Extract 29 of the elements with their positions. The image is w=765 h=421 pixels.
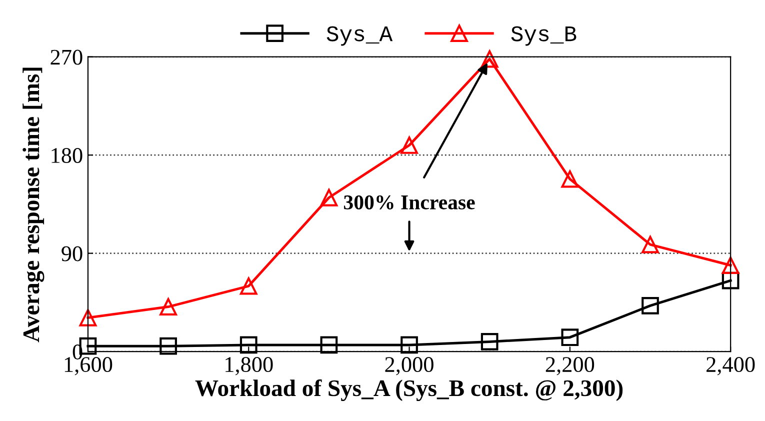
- point: [240, 336, 258, 354]
- legend-label: Sys_B: [511, 26, 576, 46]
- point: [240, 277, 258, 295]
- point: [480, 333, 498, 350]
- point: [722, 256, 740, 274]
- x-tick-label: 2,200: [546, 357, 594, 376]
- x-axis-title: Workload of Sys_A (Sys_B const. @ 2,300): [195, 379, 623, 402]
- point: [79, 309, 97, 326]
- y-axis-title: Average response time [ms]: [22, 68, 44, 342]
- point: [320, 188, 338, 206]
- x-tick-label: 2,400: [706, 357, 755, 376]
- point: [160, 298, 177, 316]
- annotation: 300% Increase: [344, 195, 475, 210]
- legend-label: Sys_A: [326, 26, 393, 46]
- x-tick-label: 2,000: [385, 357, 434, 376]
- point: [561, 170, 579, 188]
- point: [160, 337, 177, 355]
- y-tick-label: 90: [62, 246, 82, 262]
- y-tick-label: 270: [50, 50, 82, 65]
- point: [642, 236, 659, 254]
- point: [642, 297, 659, 314]
- x-tick-label: 1,600: [64, 357, 112, 376]
- point: [561, 328, 579, 346]
- point: [400, 336, 418, 354]
- point: [480, 50, 498, 68]
- y-tick-label: 180: [52, 148, 82, 163]
- x-tick-label: 1,800: [226, 357, 273, 376]
- point: [320, 336, 338, 354]
- point: [400, 136, 418, 154]
